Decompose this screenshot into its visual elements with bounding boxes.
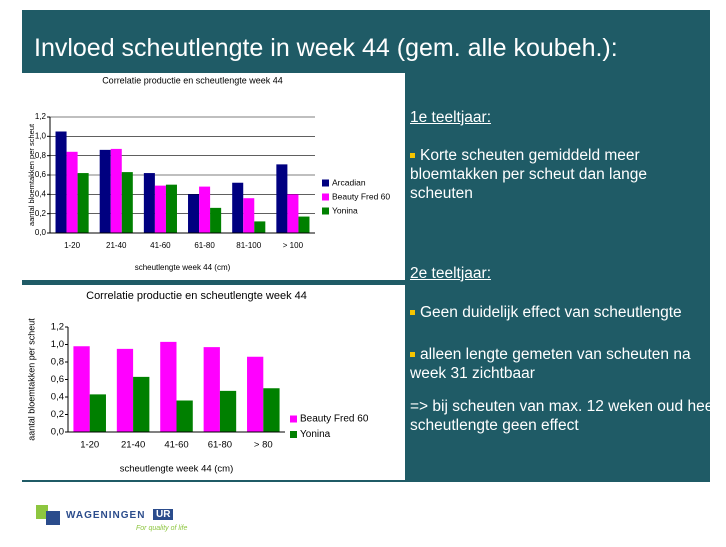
legend-label: Beauty Fred 60 (300, 414, 369, 425)
legend-swatch (322, 179, 329, 187)
bar (99, 149, 111, 233)
legend-swatch (290, 431, 297, 438)
y-tick-label: 0,6 (51, 374, 64, 385)
bar (219, 390, 237, 432)
heading: 2e teeltjaar: (410, 265, 491, 282)
legend-swatch (290, 415, 297, 423)
bar (154, 185, 166, 233)
chart-title: Correlatie productie en scheutlengte wee… (102, 75, 283, 85)
x-tick-label: 21-40 (121, 440, 145, 451)
y-tick-label: 0,2 (35, 209, 47, 218)
bar (89, 394, 106, 432)
x-tick-label: > 100 (283, 241, 304, 250)
bar (276, 164, 288, 233)
y-tick-label: 0,8 (35, 151, 47, 160)
x-tick-label: 41-60 (164, 440, 188, 451)
bar (188, 194, 200, 233)
slide-title: Invloed scheutlengte in week 44 (gem. al… (34, 34, 618, 62)
x-tick-label: 41-60 (150, 241, 171, 250)
x-axis-label: scheutlengte week 44 (cm) (120, 464, 234, 475)
legend-swatch (322, 193, 329, 201)
x-tick-label: 21-40 (106, 241, 127, 250)
logo-badge: UR (153, 509, 174, 520)
bar (247, 356, 264, 432)
legend-label: Arcadian (332, 177, 366, 187)
bullet: Geen duidelijk effect van scheutlengte (410, 303, 690, 322)
bar (133, 376, 150, 432)
x-tick-label: 1-20 (64, 241, 81, 250)
bar (143, 173, 155, 233)
x-tick-label: > 80 (254, 440, 273, 451)
x-tick-label: 1-20 (80, 440, 99, 451)
y-tick-label: 0,0 (51, 427, 64, 438)
bar (116, 348, 134, 432)
logo-square (36, 505, 48, 519)
bar (210, 207, 222, 233)
y-tick-label: 0,6 (35, 170, 47, 179)
bar (199, 186, 211, 233)
x-axis-label: scheutlengte week 44 (cm) (135, 263, 231, 272)
bar (66, 151, 78, 233)
y-tick-label: 0,8 (51, 357, 64, 368)
legend-label: Beauty Fred 60 (332, 191, 390, 201)
bar (298, 216, 310, 233)
bar (263, 388, 280, 432)
y-tick-label: 1,2 (51, 322, 64, 333)
bar (160, 341, 177, 432)
bar (287, 194, 299, 233)
y-tick-label: 0,0 (35, 228, 47, 237)
legend-swatch (322, 207, 329, 215)
bar (176, 400, 193, 432)
y-tick-label: 1,0 (51, 339, 64, 350)
x-tick-label: 61-80 (194, 241, 215, 250)
legend-label: Yonina (300, 429, 331, 440)
bar (254, 221, 266, 233)
bullet: Korte scheuten gemiddeld meer bloemtakke… (410, 146, 710, 203)
bar (73, 346, 90, 432)
x-tick-label: 61-80 (208, 440, 232, 451)
bar (77, 173, 89, 233)
y-tick-label: 0,4 (35, 189, 47, 198)
y-tick-label: 1,2 (35, 112, 47, 121)
y-tick-label: 0,4 (51, 392, 64, 403)
logo-square (46, 511, 60, 525)
conclusion: => bij scheuten van max. 12 weken oud he… (410, 398, 722, 434)
bar (232, 182, 244, 233)
logo-tagline: For quality of life (136, 525, 188, 532)
bullet: alleen lengte gemeten van scheuten na we… (410, 345, 700, 383)
y-axis-label: aantal bloemtakken per scheut (26, 318, 36, 441)
bar (55, 131, 67, 233)
logo-name: WAGENINGEN (66, 510, 146, 521)
y-tick-label: 1,0 (35, 131, 47, 140)
y-axis-label: aantal bloemtakken per scheut (27, 123, 36, 226)
x-tick-label: 81-100 (236, 241, 261, 250)
y-tick-label: 0,2 (51, 409, 64, 420)
bar (165, 184, 177, 233)
heading: 1e teeltjaar: (410, 109, 491, 126)
bar (203, 347, 220, 432)
bar (110, 148, 122, 233)
legend-label: Yonina (332, 205, 358, 215)
bar (121, 172, 133, 233)
chart-title: Correlatie productie en scheutlengte wee… (86, 290, 307, 302)
bar (243, 198, 255, 233)
